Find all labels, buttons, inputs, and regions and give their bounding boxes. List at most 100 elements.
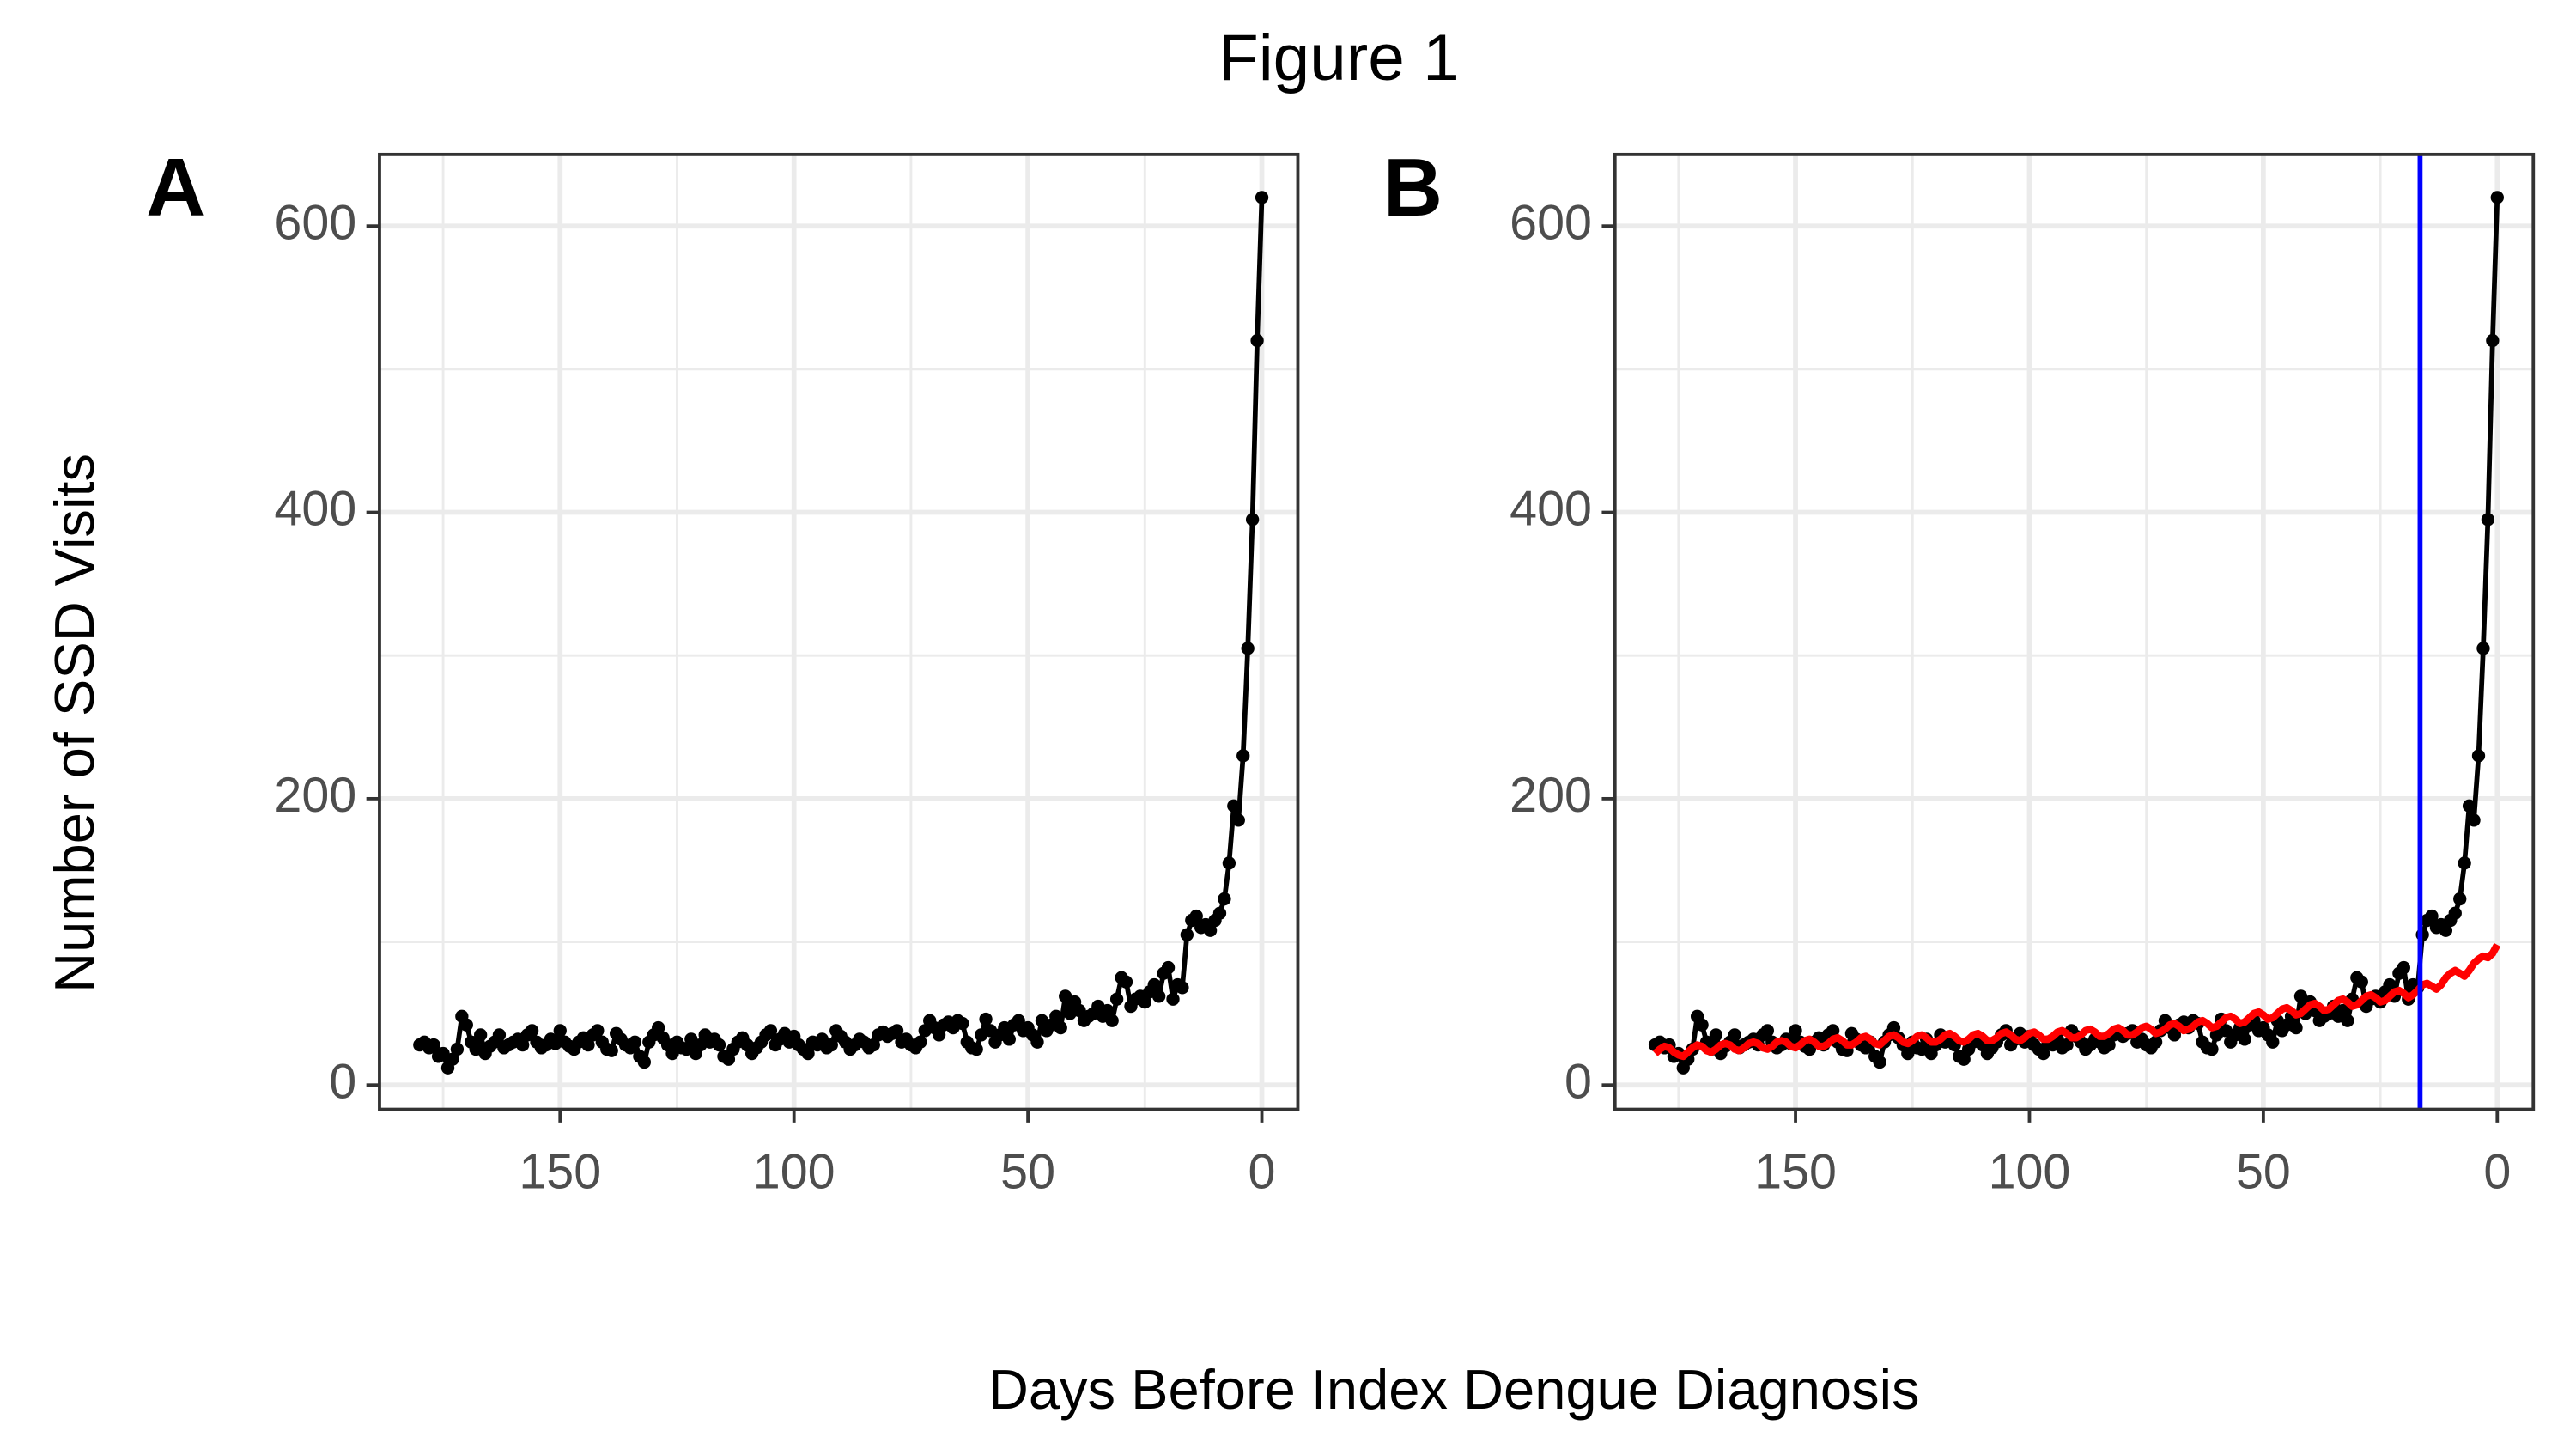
panel-border	[1613, 152, 2536, 1111]
x-tick-label: 50	[2236, 1144, 2291, 1199]
data-point	[1180, 928, 1194, 941]
data-point	[1161, 960, 1176, 975]
data-point	[932, 1028, 946, 1042]
data-point	[2102, 1038, 2116, 1052]
x-tick-label: 100	[753, 1144, 835, 1199]
y-tick-label: 600	[274, 195, 356, 250]
panel-border	[378, 152, 1300, 1111]
data-point	[721, 1052, 736, 1066]
data-point	[969, 1042, 983, 1056]
x-tick-label: 150	[1754, 1144, 1837, 1199]
data-point	[866, 1038, 880, 1052]
data-point	[1002, 1032, 1016, 1046]
x-tick-label: 100	[1989, 1144, 2071, 1199]
data-point	[2037, 1046, 2050, 1061]
data-point	[450, 1042, 465, 1056]
data-point	[979, 1012, 993, 1026]
data-point	[1245, 513, 1260, 527]
data-point	[591, 1024, 605, 1038]
data-point	[1109, 992, 1124, 1006]
data-point	[2289, 1020, 2303, 1035]
data-point	[1030, 1035, 1044, 1049]
y-axis-title: Number of SSD Visits	[43, 454, 106, 993]
y-tick-label: 400	[1510, 482, 1592, 537]
data-point	[2167, 1028, 2182, 1042]
x-tick-label: 0	[1249, 1144, 1276, 1199]
y-tick-label: 0	[1564, 1054, 1592, 1109]
data-point	[1176, 981, 1189, 995]
data-point	[1957, 1052, 1971, 1066]
series-line	[1652, 942, 2501, 1061]
data-point	[2354, 975, 2368, 989]
data-point	[1760, 1024, 1775, 1038]
data-point	[1218, 892, 1231, 906]
data-point	[516, 1038, 530, 1052]
data-point	[1709, 1028, 1723, 1042]
data-point	[446, 1052, 459, 1066]
data-point	[1231, 813, 1245, 827]
data-point	[1728, 1028, 1741, 1042]
data-point	[1152, 989, 1166, 1003]
data-point	[2425, 909, 2439, 923]
data-point	[956, 1016, 969, 1031]
data-point	[1241, 642, 1255, 655]
data-point	[1105, 1014, 1119, 1027]
x-tick-label: 150	[519, 1144, 601, 1199]
data-point	[1189, 909, 1203, 923]
data-point	[2336, 1003, 2350, 1018]
y-tick-label: 0	[329, 1054, 356, 1109]
data-point	[1236, 749, 1250, 763]
data-point	[1886, 1020, 1901, 1035]
data-point	[492, 1028, 507, 1042]
data-point	[824, 1038, 838, 1052]
data-point	[2383, 977, 2397, 992]
data-point	[473, 1028, 488, 1042]
figure-title: Figure 1	[1218, 21, 1460, 94]
data-point	[1147, 977, 1161, 992]
data-point	[712, 1038, 726, 1052]
data-point	[2439, 923, 2453, 937]
data-point	[2266, 1035, 2280, 1049]
data-point	[553, 1024, 567, 1038]
data-point	[2481, 513, 2495, 527]
data-point	[459, 1018, 473, 1032]
data-point	[1101, 1003, 1115, 1018]
data-point	[2238, 1032, 2251, 1046]
data-point	[1873, 1055, 1886, 1069]
y-tick-label: 400	[274, 482, 356, 537]
data-point	[605, 1044, 618, 1057]
data-point	[1222, 856, 1236, 870]
data-point	[1049, 1009, 1063, 1023]
data-point	[2453, 892, 2467, 906]
data-point	[1255, 191, 1269, 204]
data-point	[1054, 1020, 1067, 1035]
data-point	[2490, 191, 2504, 204]
data-point	[1789, 1024, 1802, 1038]
panel-label: A	[146, 142, 205, 234]
x-tick-label: 50	[1000, 1144, 1055, 1199]
data-point	[2476, 642, 2490, 655]
data-point	[801, 1046, 815, 1061]
data-point	[2471, 749, 2486, 763]
data-point	[2448, 906, 2462, 920]
data-point	[2462, 799, 2476, 813]
data-point	[890, 1024, 904, 1038]
data-point	[1212, 906, 1227, 920]
data-point	[1166, 992, 1180, 1006]
y-tick-label: 200	[274, 768, 356, 823]
data-point	[2205, 1042, 2219, 1056]
data-point	[1695, 1018, 1709, 1032]
data-point	[1826, 1024, 1840, 1038]
x-axis-title: Days Before Index Dengue Diagnosis	[988, 1358, 1920, 1421]
data-point	[637, 1055, 651, 1069]
data-point	[763, 1024, 778, 1038]
data-point	[2467, 813, 2481, 827]
data-point	[2458, 856, 2471, 870]
data-point	[525, 1024, 539, 1038]
data-point	[2060, 1038, 2074, 1052]
data-point	[427, 1038, 440, 1052]
data-point	[2341, 1014, 2354, 1027]
